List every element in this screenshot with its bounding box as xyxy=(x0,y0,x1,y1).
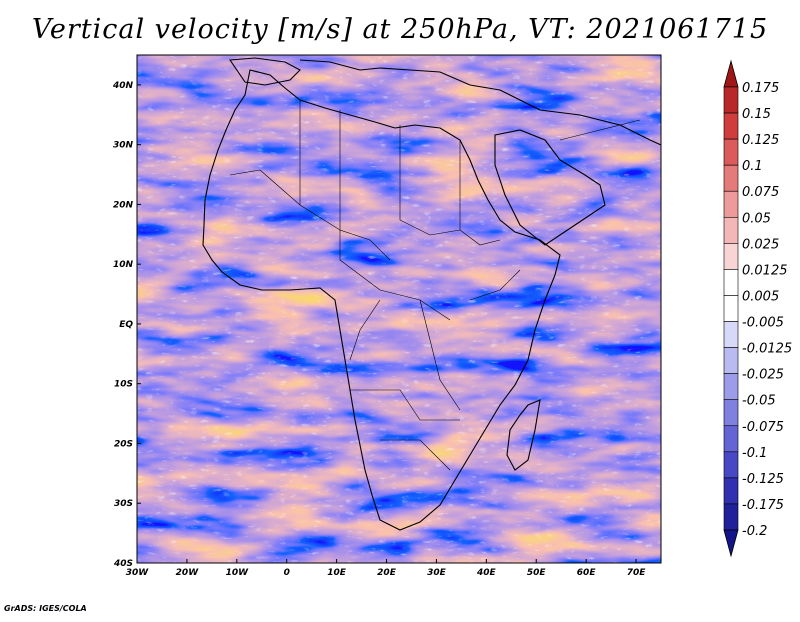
colorbar-segment xyxy=(723,86,739,114)
colorbar-label: 0.0125 xyxy=(742,263,788,278)
longitude-axis: 30W 20W 10W 0 10E 20E 30E 40E 50E 60E 70E xyxy=(126,559,646,578)
lat-tick-label: 20N xyxy=(113,200,134,210)
colorbar-segment xyxy=(723,164,739,192)
colorbar-label: -0.0125 xyxy=(742,342,792,357)
colorbar-segment xyxy=(723,138,739,166)
colorbar-label: -0.025 xyxy=(742,368,784,383)
lat-tick-label: 40N xyxy=(112,81,134,91)
lon-tick-label: 20W xyxy=(176,568,200,578)
lon-tick-label: 20E xyxy=(377,568,397,578)
colorbar-label: -0.075 xyxy=(742,420,784,435)
colorbar-label: 0.15 xyxy=(742,107,771,122)
country-borders xyxy=(229,100,641,471)
colorbar-segment xyxy=(723,347,739,374)
madagascar-coastline xyxy=(506,399,541,471)
colorbar-segment xyxy=(723,503,739,531)
lon-tick-label: 50E xyxy=(527,568,547,578)
colorbar-segment xyxy=(723,451,739,479)
lat-tick-label: EQ xyxy=(119,320,133,330)
colorbar-label: -0.1 xyxy=(742,446,767,461)
mediterranean-north xyxy=(299,59,541,111)
colorbar-segment xyxy=(723,399,739,427)
colorbar-label: 0.025 xyxy=(742,237,779,252)
coastlines xyxy=(202,57,661,531)
map-frame xyxy=(136,54,662,564)
colorbar-segment xyxy=(723,321,739,348)
colorbar-label: -0.2 xyxy=(742,524,767,539)
colorbar-segment xyxy=(723,295,739,322)
colorbar-segment xyxy=(723,477,739,505)
lat-tick-label: 20S xyxy=(114,439,133,449)
lon-tick-label: 60E xyxy=(577,568,597,578)
colorbar: 0.175 0.15 0.125 0.1 0.075 0.05 0.025 0.0125 0.0… xyxy=(723,59,792,558)
colorbar-segment xyxy=(723,373,739,401)
colorbar-label: -0.175 xyxy=(742,498,784,513)
lon-tick-label: 70E xyxy=(627,568,647,578)
colorbar-label: 0.125 xyxy=(742,133,779,148)
map-title: Vertical velocity [m/s] at 250hPa, VT: 2… xyxy=(31,14,769,45)
lon-tick-label: 40E xyxy=(476,568,497,578)
colorbar-label: 0.05 xyxy=(742,211,771,226)
lon-tick-label: 30W xyxy=(126,568,150,578)
colorbar-segment xyxy=(723,112,739,140)
colorbar-label: 0.005 xyxy=(742,289,779,304)
lat-tick-label: 10N xyxy=(113,260,134,270)
lat-tick-label: 40S xyxy=(113,559,133,569)
lon-tick-label: 0 xyxy=(284,568,290,578)
lat-tick-label: 10S xyxy=(114,380,133,390)
colorbar-label: -0.125 xyxy=(742,472,784,487)
colorbar-segment xyxy=(723,243,739,270)
colorbar-label: -0.005 xyxy=(742,316,784,331)
africa-coastline xyxy=(202,69,561,531)
latitude-axis: 40N 30N 20N 10N EQ 10S 20S 30S 40S xyxy=(112,81,141,569)
lat-tick-label: 30N xyxy=(113,141,134,151)
velocity-field xyxy=(137,55,661,563)
colorbar-label: 0.1 xyxy=(742,159,763,174)
colorbar-label: 0.075 xyxy=(742,185,779,200)
colorbar-label: -0.05 xyxy=(742,394,776,409)
colorbar-arrow-top xyxy=(723,59,739,88)
lon-tick-label: 30E xyxy=(427,568,447,578)
lon-tick-label: 10E xyxy=(327,568,347,578)
colorbar-segment xyxy=(723,190,739,218)
colorbar-segment xyxy=(723,425,739,453)
lat-tick-label: 30S xyxy=(114,499,133,509)
arabia-coastline xyxy=(494,129,606,246)
colorbar-segment xyxy=(723,269,739,296)
grads-credit: GrADS: IGES/COLA xyxy=(4,604,87,613)
colorbar-arrow-bottom xyxy=(723,529,739,558)
lon-tick-label: 10W xyxy=(226,568,250,578)
colorbar-label: 0.175 xyxy=(742,81,779,96)
colorbar-segment xyxy=(723,216,739,244)
iberia-coastline xyxy=(229,57,301,86)
